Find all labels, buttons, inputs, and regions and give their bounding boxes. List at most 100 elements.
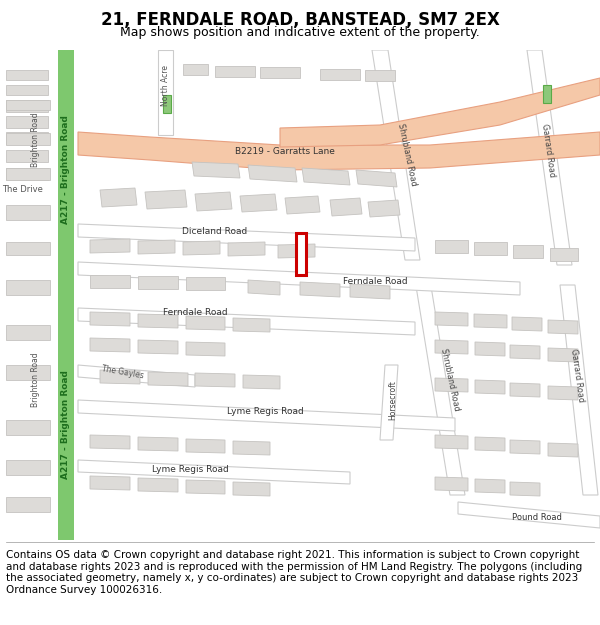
Polygon shape — [163, 95, 171, 113]
Polygon shape — [138, 240, 175, 254]
Polygon shape — [513, 245, 543, 258]
Polygon shape — [248, 280, 280, 295]
Polygon shape — [90, 476, 130, 490]
Polygon shape — [320, 69, 360, 80]
Text: The Gayles: The Gayles — [101, 364, 145, 380]
Polygon shape — [138, 340, 178, 354]
Polygon shape — [145, 190, 187, 209]
Polygon shape — [6, 133, 50, 145]
Polygon shape — [527, 50, 572, 265]
Polygon shape — [548, 348, 578, 362]
Polygon shape — [183, 241, 220, 255]
Polygon shape — [368, 200, 400, 217]
Polygon shape — [240, 194, 277, 212]
Polygon shape — [280, 78, 600, 147]
Polygon shape — [285, 196, 320, 214]
Polygon shape — [6, 100, 48, 112]
Polygon shape — [458, 502, 600, 528]
Polygon shape — [296, 233, 306, 275]
Polygon shape — [186, 480, 225, 494]
Polygon shape — [138, 478, 178, 492]
Polygon shape — [192, 162, 240, 178]
Polygon shape — [510, 482, 540, 496]
Polygon shape — [195, 192, 232, 211]
Polygon shape — [510, 440, 540, 454]
Polygon shape — [215, 66, 255, 77]
Text: Diceland Road: Diceland Road — [182, 228, 248, 236]
Polygon shape — [435, 435, 468, 449]
Polygon shape — [158, 50, 173, 135]
Polygon shape — [475, 437, 505, 451]
Polygon shape — [6, 100, 50, 110]
Polygon shape — [233, 318, 270, 332]
Text: Lyme Regis Road: Lyme Regis Road — [227, 408, 304, 416]
Polygon shape — [6, 365, 50, 380]
Polygon shape — [278, 244, 315, 258]
Polygon shape — [474, 314, 507, 328]
Text: 21, FERNDALE ROAD, BANSTEAD, SM7 2EX: 21, FERNDALE ROAD, BANSTEAD, SM7 2EX — [101, 11, 499, 29]
Polygon shape — [78, 400, 455, 431]
Polygon shape — [475, 380, 505, 394]
Text: The Drive: The Drive — [2, 186, 43, 194]
Text: A217 - Brighton Road: A217 - Brighton Road — [62, 371, 71, 479]
Polygon shape — [512, 317, 542, 331]
Text: Contains OS data © Crown copyright and database right 2021. This information is : Contains OS data © Crown copyright and d… — [6, 550, 582, 595]
Text: A217 - Brighton Road: A217 - Brighton Road — [62, 116, 71, 224]
Polygon shape — [6, 497, 50, 512]
Polygon shape — [186, 277, 225, 290]
Polygon shape — [138, 276, 178, 289]
Polygon shape — [543, 85, 551, 103]
Polygon shape — [365, 70, 395, 81]
Polygon shape — [243, 375, 280, 389]
Polygon shape — [6, 420, 50, 435]
Polygon shape — [548, 443, 578, 457]
Polygon shape — [550, 248, 578, 261]
Polygon shape — [90, 275, 130, 288]
Text: B2219 - Garratts Lane: B2219 - Garratts Lane — [235, 148, 335, 156]
Polygon shape — [138, 437, 178, 451]
Polygon shape — [195, 373, 235, 387]
Polygon shape — [475, 342, 505, 356]
Polygon shape — [6, 205, 50, 220]
Polygon shape — [186, 439, 225, 453]
Polygon shape — [183, 64, 208, 75]
Polygon shape — [78, 308, 415, 335]
Text: Garrard Road: Garrard Road — [540, 122, 556, 177]
Text: Ferndale Road: Ferndale Road — [343, 278, 407, 286]
Polygon shape — [510, 383, 540, 397]
Polygon shape — [435, 477, 468, 491]
Polygon shape — [6, 132, 48, 144]
Polygon shape — [6, 460, 50, 475]
Text: Garrard Road: Garrard Road — [569, 348, 585, 403]
Polygon shape — [435, 378, 468, 392]
Text: Shrubland Road: Shrubland Road — [396, 123, 418, 187]
Polygon shape — [233, 482, 270, 496]
Polygon shape — [6, 85, 48, 95]
Polygon shape — [6, 242, 50, 255]
Polygon shape — [138, 314, 178, 328]
Text: Horsecroft: Horsecroft — [389, 380, 398, 420]
Polygon shape — [6, 116, 48, 128]
Polygon shape — [186, 342, 225, 356]
Polygon shape — [435, 240, 468, 253]
Polygon shape — [474, 242, 507, 255]
Polygon shape — [6, 70, 48, 80]
Polygon shape — [300, 282, 340, 297]
Polygon shape — [6, 325, 50, 340]
Polygon shape — [6, 150, 48, 162]
Polygon shape — [356, 170, 397, 187]
Polygon shape — [186, 316, 225, 330]
Polygon shape — [415, 280, 465, 495]
Polygon shape — [560, 285, 598, 495]
Polygon shape — [90, 435, 130, 449]
Polygon shape — [90, 239, 130, 253]
Text: Ferndale Road: Ferndale Road — [163, 309, 227, 318]
Polygon shape — [435, 312, 468, 326]
Polygon shape — [380, 365, 398, 440]
Polygon shape — [90, 338, 130, 352]
Polygon shape — [350, 284, 390, 299]
Polygon shape — [90, 312, 130, 326]
Polygon shape — [475, 479, 505, 493]
Text: Map shows position and indicative extent of the property.: Map shows position and indicative extent… — [120, 26, 480, 39]
Text: Brighton Road: Brighton Road — [32, 112, 41, 168]
